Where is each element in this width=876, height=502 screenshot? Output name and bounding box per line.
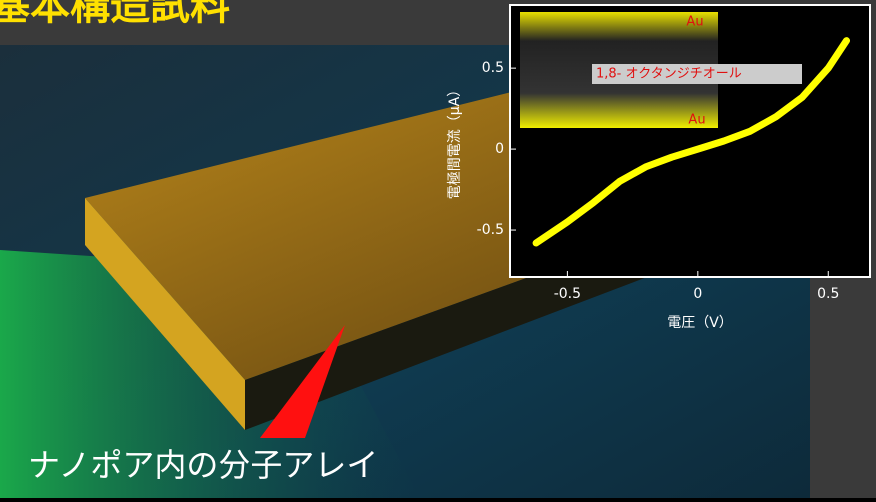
y-tick-label: 0 [495, 141, 504, 157]
x-axis-label: 電圧（V） [667, 315, 733, 331]
y-axis-label: 電極間電流（μA） [447, 83, 463, 199]
annotation-box [592, 64, 802, 84]
caption: ナノポア内の分子アレイ [28, 446, 378, 484]
x-tick-label: -0.5 [554, 286, 581, 302]
pointer [260, 325, 345, 438]
gold-slab-side [85, 198, 245, 430]
chart: Au 1,8- オクタンジチオール Au 電圧（V） 電極間電流（μA） -0.… [447, 4, 871, 331]
y-tick-label: -0.5 [477, 222, 504, 238]
iv-curve [532, 37, 851, 247]
x-tick-label: 0 [693, 286, 702, 302]
slide-title: 基本構造試料 [0, 0, 230, 29]
y-tick-label: 0.5 [482, 60, 504, 76]
x-tick-label: 0.5 [817, 286, 839, 302]
annotation: Au [686, 15, 703, 30]
annotation: 1,8- オクタンジチオール [596, 67, 742, 82]
annotation: Au [688, 113, 705, 128]
